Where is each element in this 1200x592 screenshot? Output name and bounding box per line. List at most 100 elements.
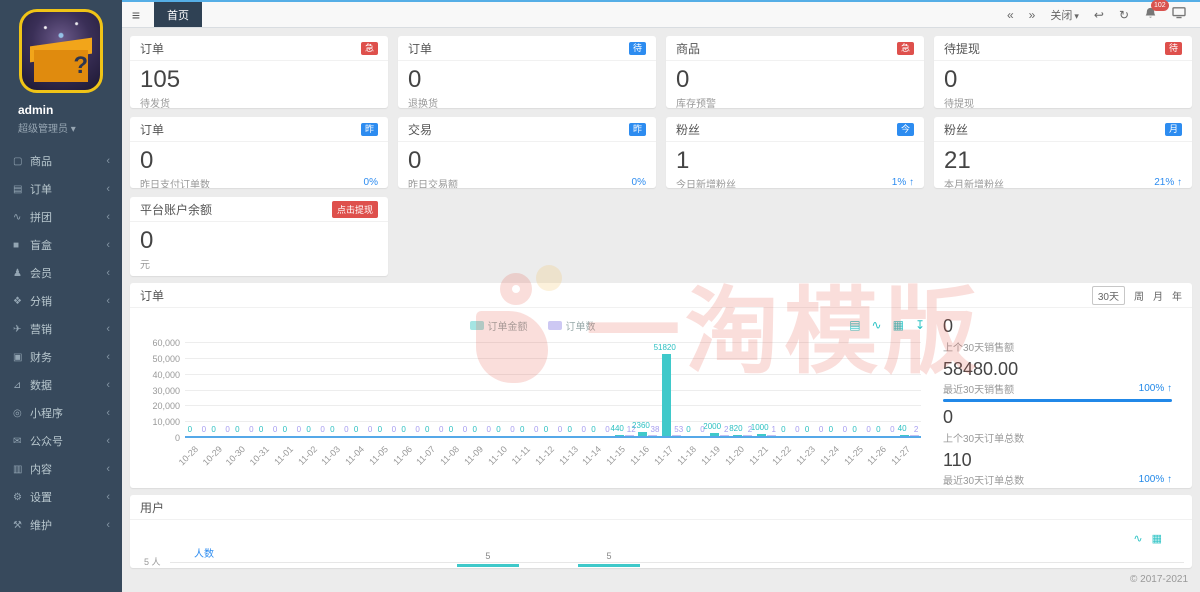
period-button-年[interactable]: 年: [1172, 291, 1182, 303]
bar-chart-toggle-icon[interactable]: ▦: [892, 318, 904, 332]
finance-icon: ▣: [13, 351, 23, 363]
period-button-30天[interactable]: 30天: [1091, 285, 1125, 305]
stat-card-title: 订单: [140, 41, 165, 56]
tab-scroll-right-icon[interactable]: »: [1028, 7, 1036, 22]
stat-card-header: 订单 待: [398, 36, 656, 61]
sidebar-item-members[interactable]: ♟ 会员 ‹: [0, 259, 122, 287]
chevron-left-icon: ‹: [106, 351, 110, 363]
legend-swatch: [547, 321, 562, 330]
copyright: © 2017-2021: [1130, 574, 1188, 585]
sidebar-item-orders[interactable]: ▤ 订单 ‹: [0, 175, 122, 203]
legend-item[interactable]: 订单数: [547, 318, 596, 333]
sidebar-item-label: 维护: [30, 520, 52, 532]
legend-label: 订单数: [565, 322, 596, 333]
sidebar-item-marketing[interactable]: ✈ 营销 ‹: [0, 315, 122, 343]
y-axis-tick: 20,000: [152, 401, 180, 412]
bar-order-count: [648, 435, 658, 436]
stat-card-body: 21 本月新增粉丝 21% ↑: [934, 142, 1192, 188]
stat-cards-grid: 订单急 105 待发货 订单待 0 退换货 商品急 0 库存预警 待提现待 0 待提现 订单昨 0 昨日支付…: [130, 36, 1192, 188]
data-label-amount: 0: [496, 425, 501, 434]
withdraw-button[interactable]: 点击提现: [331, 200, 378, 218]
balance-card-title: 平台账户余额: [140, 202, 213, 217]
sidebar-item-distribution[interactable]: ❖ 分销 ‹: [0, 287, 122, 315]
data-label-amount: 40: [897, 423, 907, 433]
data-label-amount: 0: [804, 425, 810, 434]
period-button-月[interactable]: 月: [1153, 291, 1163, 303]
legend-item[interactable]: 订单金额: [469, 318, 528, 333]
tab-scroll-left-icon[interactable]: «: [1006, 7, 1014, 22]
stat-card-label: 库存预警: [676, 98, 716, 108]
sidebar-item-content[interactable]: ▥ 内容 ‹: [0, 455, 122, 483]
screen-icon: [1172, 7, 1186, 19]
stat-card-body: 1 今日新增粉丝 1% ↑: [666, 142, 924, 188]
sidebar-item-official-account[interactable]: ✉ 公众号 ‹: [0, 427, 122, 455]
line-chart-toggle-icon[interactable]: ∿: [1133, 533, 1143, 545]
tab-home[interactable]: 首页: [154, 2, 202, 27]
download-icon[interactable]: ↧: [914, 318, 925, 332]
y-axis-tick: 50,000: [152, 353, 180, 364]
stat-card-badge: 昨: [360, 122, 378, 136]
period-button-周[interactable]: 周: [1134, 291, 1144, 303]
stat-card-value: 1: [676, 147, 690, 174]
close-tabs-dropdown[interactable]: 关闭 ▾: [1050, 7, 1079, 23]
users-axis-tick: 5 人: [144, 557, 161, 567]
data-label-count: 0: [296, 425, 302, 434]
data-label-count: 53: [674, 425, 684, 434]
sidebar-item-settings[interactable]: ⚙ 设置 ‹: [0, 483, 122, 511]
line-chart-toggle-icon[interactable]: ∿: [871, 318, 882, 332]
sidebar-item-data[interactable]: ⊿ 数据 ‹: [0, 371, 122, 399]
chevron-left-icon: ‹: [106, 211, 110, 223]
members-icon: ♟: [13, 267, 22, 279]
data-label-count: 0: [201, 425, 207, 434]
sidebar-item-miniprogram[interactable]: ◎ 小程序 ‹: [0, 399, 122, 427]
sidebar-item-finance[interactable]: ▣ 财务 ‹: [0, 343, 122, 371]
back-icon[interactable]: ↩: [1093, 7, 1104, 22]
sidebar-item-blindbox[interactable]: ■ 盲盒 ‹: [0, 231, 122, 259]
order-chart-title: 订单: [140, 288, 165, 303]
stat-card-body: 0 昨日支付订单数 0%: [130, 142, 388, 188]
bar-chart-toggle-icon[interactable]: ▦: [1151, 533, 1162, 545]
stat-card-body: 0 待提现: [934, 61, 1192, 108]
bar-order-count: [743, 435, 753, 436]
data-label-amount: 2000: [703, 421, 722, 431]
stat-card-percent: 0%: [631, 176, 646, 188]
main-area: ≡ 首页 « » 关闭 ▾ ↩ ↻ 102 一淘模版 订单急 105 待发货 订单待 0 退…: [122, 0, 1200, 592]
users-legend[interactable]: 人数: [194, 549, 214, 560]
stat-card-header: 粉丝 月: [934, 117, 1192, 142]
chart-stat-line: 最近30天订单总数 100% ↑: [943, 472, 1172, 487]
bar-order-count: [624, 435, 634, 436]
app-logo[interactable]: ?: [19, 9, 103, 93]
data-label-amount: 51820: [653, 342, 676, 352]
users-gridline: [170, 562, 1184, 563]
stat-card-header: 订单 昨: [130, 117, 388, 142]
sidebar-toggle-icon[interactable]: ≡: [131, 6, 141, 23]
sidebar-item-maintenance[interactable]: ⚒ 维护 ‹: [0, 511, 122, 539]
stat-card-value: 21: [944, 147, 971, 174]
sidebar-item-groupbuy[interactable]: ∿ 拼团 ‹: [0, 203, 122, 231]
sidebar-item-label: 盲盒: [30, 240, 52, 252]
data-view-icon[interactable]: ▤: [849, 318, 861, 332]
logo-wrap: ?: [0, 0, 122, 103]
user-role-dropdown[interactable]: 超级管理员 ▾: [0, 117, 122, 147]
stat-card-badge: 急: [360, 41, 378, 55]
stat-card-label: 待发货: [140, 98, 170, 108]
y-axis-tick: 60,000: [152, 338, 180, 348]
gridline: [185, 405, 921, 407]
sidebar-item-label: 会员: [30, 268, 52, 280]
stat-card-label: 退换货: [408, 98, 438, 108]
stat-card-header: 订单 急: [130, 36, 388, 61]
bar-order-amount: [757, 434, 767, 436]
data-label-count: 0: [344, 425, 349, 434]
data-label-count: 0: [320, 425, 325, 434]
data-label-count: 0: [462, 425, 468, 434]
stat-card-percent: 0%: [363, 176, 378, 188]
stat-card-fans-today: 粉丝 今 1 今日新增粉丝 1% ↑: [666, 117, 924, 188]
stat-card-body: 0 退换货: [398, 61, 656, 108]
refresh-icon[interactable]: ↻: [1118, 7, 1129, 22]
notifications-button[interactable]: 102: [1144, 0, 1169, 23]
sidebar-item-products[interactable]: ▢ 商品 ‹: [0, 147, 122, 175]
stat-card-header: 交易 昨: [398, 117, 656, 142]
products-icon: ▢: [13, 155, 23, 167]
fullscreen-icon[interactable]: [1172, 7, 1186, 22]
